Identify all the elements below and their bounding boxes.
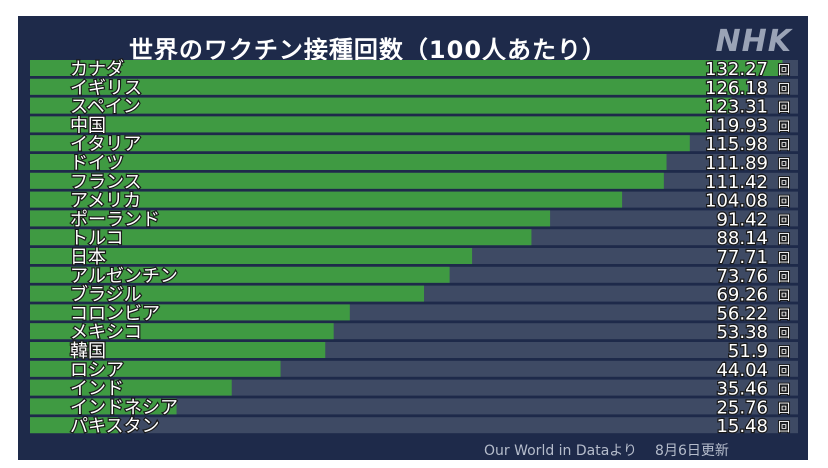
unit-label: 回 (778, 101, 790, 115)
bar-track (30, 417, 798, 434)
category-label: コロンビア (70, 303, 160, 324)
value-label: 91.42 (716, 209, 768, 230)
category-label: カナダ (70, 59, 124, 80)
category-label: 韓国 (70, 341, 106, 362)
category-label: 中国 (70, 115, 106, 136)
unit-label: 回 (778, 63, 790, 77)
value-label: 73.76 (716, 266, 768, 287)
unit-label: 回 (778, 157, 790, 171)
source-text: Our World in Dataより (484, 443, 638, 459)
unit-label: 回 (778, 420, 790, 434)
value-label: 115.98 (705, 134, 768, 155)
value-label: 104.08 (705, 191, 768, 212)
unit-label: 回 (778, 138, 790, 152)
chart-panel: 世界のワクチン接種回数（100人あたり） NHK カナダ 132.27 回イギリス 1… (18, 16, 808, 460)
value-label: 25.76 (716, 397, 768, 418)
unit-label: 回 (778, 326, 790, 340)
unit-label: 回 (778, 213, 790, 227)
unit-label: 回 (778, 176, 790, 190)
category-label: イタリア (70, 134, 141, 155)
unit-label: 回 (778, 364, 790, 378)
bar (30, 285, 425, 302)
bar (30, 154, 667, 170)
bar (30, 135, 690, 152)
bar (30, 398, 177, 415)
value-label: 44.04 (716, 360, 768, 381)
value-label: 53.38 (716, 322, 768, 343)
nhk-logo: NHK (715, 24, 792, 59)
category-label: ロシア (70, 360, 124, 381)
bar (30, 379, 232, 396)
bar (30, 60, 783, 76)
unit-label: 回 (778, 383, 790, 397)
category-label: フランス (70, 172, 142, 193)
category-label: トルコ (70, 228, 124, 249)
unit-label: 回 (778, 119, 790, 133)
unit-label: 回 (778, 270, 790, 284)
unit-label: 回 (778, 232, 790, 246)
category-label: 日本 (70, 247, 106, 268)
value-label: 51.9 (728, 341, 768, 362)
bar (30, 191, 623, 208)
bar (30, 323, 334, 340)
value-label: 15.48 (716, 416, 768, 437)
category-label: メキシコ (70, 322, 142, 343)
bar (30, 78, 748, 95)
category-label: アルゼンチン (70, 266, 178, 287)
unit-label: 回 (778, 345, 790, 359)
category-label: ブラジル (70, 284, 142, 306)
category-label: アメリカ (70, 191, 141, 212)
bar (30, 116, 713, 133)
category-label: インド (70, 379, 124, 400)
bar (30, 304, 350, 321)
bar (30, 97, 732, 114)
bar (30, 210, 551, 227)
bar (30, 248, 473, 264)
category-label: パキスタン (70, 416, 159, 437)
unit-label: 回 (778, 401, 790, 415)
bar (30, 266, 450, 283)
category-label: ドイツ (70, 153, 124, 174)
bar (30, 342, 326, 358)
bar (30, 360, 281, 377)
category-label: インドネシア (70, 397, 178, 418)
bar (30, 229, 532, 246)
value-label: 119.93 (705, 115, 768, 136)
bar (30, 172, 664, 189)
unit-label: 回 (778, 195, 790, 209)
value-label: 88.14 (716, 228, 768, 249)
bar (30, 417, 119, 434)
value-label: 132.27 (705, 59, 768, 80)
value-label: 35.46 (716, 379, 768, 400)
unit-label: 回 (778, 289, 790, 303)
bar-track (30, 398, 798, 415)
source-note: Our World in Dataより 8月6日更新 (484, 440, 729, 460)
value-label: 77.71 (716, 247, 768, 268)
unit-label: 回 (778, 251, 790, 265)
chart-title: 世界のワクチン接種回数（100人あたり） (128, 36, 608, 64)
value-label: 69.26 (716, 285, 768, 306)
value-label: 111.89 (705, 153, 768, 174)
unit-label: 回 (778, 82, 790, 96)
value-label: 111.42 (705, 172, 768, 193)
value-label: 123.31 (705, 97, 768, 118)
category-label: ポーランド (70, 209, 160, 230)
updated-date: 8月6日更新 (655, 443, 729, 459)
value-label: 126.18 (705, 78, 768, 99)
category-label: スペイン (70, 97, 141, 118)
unit-label: 回 (778, 307, 790, 321)
value-label: 56.22 (716, 303, 768, 324)
category-label: イギリス (70, 78, 142, 99)
